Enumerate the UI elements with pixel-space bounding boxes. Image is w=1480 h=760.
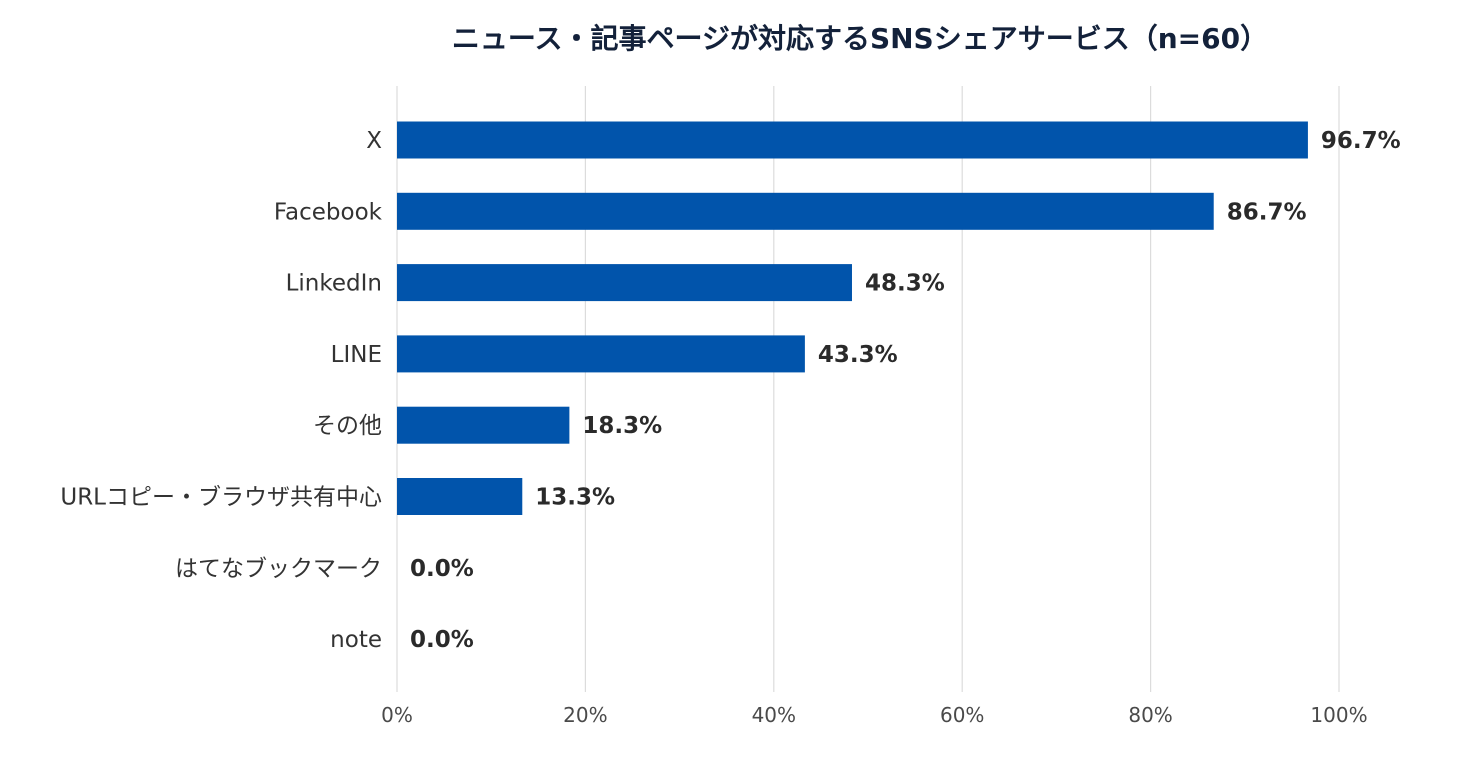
- value-label: 48.3%: [865, 271, 945, 297]
- bar: [397, 192, 1214, 230]
- category-label: X: [366, 128, 382, 154]
- x-tick-label: 40%: [752, 703, 796, 727]
- category-label: LinkedIn: [286, 271, 382, 297]
- value-label: 0.0%: [410, 556, 474, 582]
- category-label: はてなブックマーク: [175, 556, 382, 582]
- labels: X 96.7% Facebook 86.7% LinkedIn 48.3% LINE 43.3…: [60, 128, 1400, 653]
- value-label: 13.3%: [535, 485, 615, 511]
- bars: [397, 121, 1308, 515]
- value-label: 18.3%: [582, 413, 662, 439]
- chart-title: ニュース・記事ページが対応するSNSシェアサービス（n=60）: [452, 22, 1268, 55]
- bar: [397, 478, 523, 515]
- x-tick-label: 80%: [1128, 703, 1172, 727]
- value-label: 96.7%: [1321, 128, 1401, 154]
- x-tick-label: 100%: [1310, 703, 1367, 727]
- grid-lines: [396, 86, 1340, 692]
- bar: [397, 335, 805, 373]
- category-label: その他: [313, 413, 382, 439]
- value-label: 43.3%: [818, 342, 898, 368]
- bar: [397, 121, 1308, 159]
- bar: [397, 264, 852, 302]
- category-label: note: [330, 627, 382, 653]
- category-label: LINE: [331, 342, 382, 368]
- value-label: 86.7%: [1227, 199, 1307, 225]
- x-tick-label: 20%: [563, 703, 607, 727]
- x-tick-label: 60%: [940, 703, 984, 727]
- category-label: URLコピー・ブラウザ共有中心: [60, 485, 382, 511]
- category-label: Facebook: [274, 199, 383, 225]
- x-tick-label: 0%: [381, 703, 413, 727]
- x-axis-ticks: 0% 20% 40% 60% 80% 100%: [381, 703, 1367, 727]
- value-label: 0.0%: [410, 627, 474, 653]
- bar: [397, 406, 570, 444]
